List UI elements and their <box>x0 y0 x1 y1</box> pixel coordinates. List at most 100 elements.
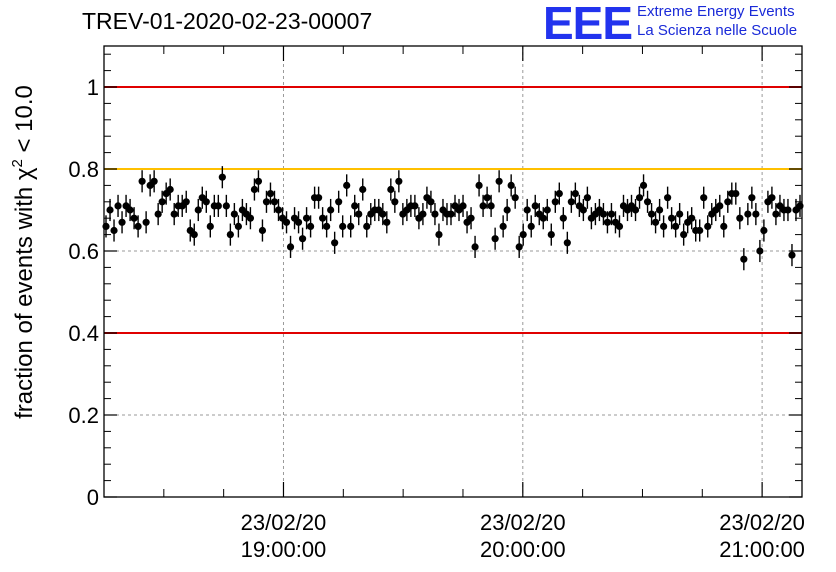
data-point <box>359 185 367 194</box>
data-point <box>676 210 684 218</box>
data-point <box>158 198 166 206</box>
data-point <box>639 181 648 189</box>
data-point <box>756 247 764 255</box>
y-axis-title: fraction of events with χ2 < 10.0 <box>9 85 38 419</box>
data-point <box>551 198 559 206</box>
data-point <box>270 198 279 206</box>
data-point <box>315 194 323 202</box>
data-point <box>475 181 483 189</box>
data-point <box>740 255 748 263</box>
data-point <box>411 202 419 210</box>
x-tick-date: 23/02/20 <box>480 510 566 535</box>
y-axis-title-main: fraction of events with χ <box>11 167 38 419</box>
data-point <box>335 198 343 206</box>
data-point <box>194 206 202 214</box>
data-point <box>688 214 696 222</box>
x-tick-date: 23/02/20 <box>719 510 805 535</box>
data-point <box>323 222 331 230</box>
data-point <box>660 222 668 230</box>
data-point <box>234 222 242 230</box>
data-point <box>327 206 335 214</box>
data-point <box>118 218 126 226</box>
data-point <box>607 210 616 218</box>
data-point <box>250 185 259 194</box>
data-point <box>664 194 672 202</box>
data-point <box>343 181 351 189</box>
data-point <box>202 198 210 206</box>
data-point <box>319 214 327 222</box>
data-series <box>102 166 804 271</box>
y-tick-label: 0.2 <box>68 403 99 428</box>
data-point <box>222 202 230 210</box>
data-point <box>603 218 612 226</box>
data-point <box>302 214 311 222</box>
data-point <box>379 210 387 218</box>
data-point <box>668 214 676 222</box>
data-point <box>427 198 435 206</box>
x-tick-time: 20:00:00 <box>480 537 566 562</box>
data-point <box>286 243 295 251</box>
data-point <box>431 210 439 218</box>
data-point <box>106 206 114 214</box>
data-point <box>511 194 519 202</box>
data-point <box>218 173 226 181</box>
data-point <box>351 202 359 210</box>
data-point <box>531 202 539 210</box>
data-point <box>274 206 283 214</box>
data-point <box>246 214 255 222</box>
data-point <box>672 222 680 230</box>
data-point <box>559 214 567 222</box>
y-tick-label: 0.8 <box>68 157 99 182</box>
data-point <box>142 218 150 226</box>
data-point <box>206 222 214 230</box>
data-point <box>651 218 660 226</box>
data-point <box>487 202 495 210</box>
data-point <box>383 218 391 226</box>
data-point <box>126 206 134 214</box>
x-tick-date: 23/02/20 <box>241 510 327 535</box>
data-point <box>631 206 640 214</box>
data-point <box>166 185 174 194</box>
data-point <box>599 210 608 218</box>
data-point <box>744 210 752 218</box>
data-point <box>696 226 704 235</box>
data-point <box>254 177 263 185</box>
data-point <box>647 210 656 218</box>
data-point <box>784 206 792 214</box>
logo-caption-line2: La Scienza nelle Scuole <box>637 22 798 39</box>
data-point <box>503 206 511 214</box>
data-point <box>282 218 291 226</box>
data-point <box>226 231 234 239</box>
x-tick-time: 19:00:00 <box>241 537 327 562</box>
data-point <box>752 210 760 218</box>
data-point <box>655 206 664 214</box>
data-point <box>772 210 780 218</box>
reference-lines <box>104 86 802 334</box>
y-tick-label: 0 <box>87 485 99 510</box>
data-point <box>507 181 515 189</box>
data-point <box>543 206 551 214</box>
data-point <box>499 222 507 230</box>
data-point <box>110 226 118 235</box>
x-tick-time: 21:00:00 <box>719 537 805 562</box>
data-point <box>720 222 728 230</box>
data-point <box>495 177 503 185</box>
data-point <box>294 218 303 226</box>
data-point <box>736 214 744 222</box>
data-point <box>395 177 403 185</box>
data-point <box>471 243 479 251</box>
data-point <box>306 222 315 230</box>
data-point <box>266 190 275 198</box>
data-point <box>258 226 267 235</box>
data-point <box>134 222 142 230</box>
chart-title: TREV-01-2020-02-23-00007 <box>82 8 373 34</box>
data-point <box>331 239 339 247</box>
y-tick-label: 0.6 <box>68 239 99 264</box>
data-point <box>704 222 712 230</box>
data-point <box>479 202 487 210</box>
y-tick-label: 1 <box>87 75 99 100</box>
grid-lines <box>104 46 802 498</box>
data-point <box>230 210 238 218</box>
logo-caption-line1: Extreme Energy Events <box>637 3 795 20</box>
